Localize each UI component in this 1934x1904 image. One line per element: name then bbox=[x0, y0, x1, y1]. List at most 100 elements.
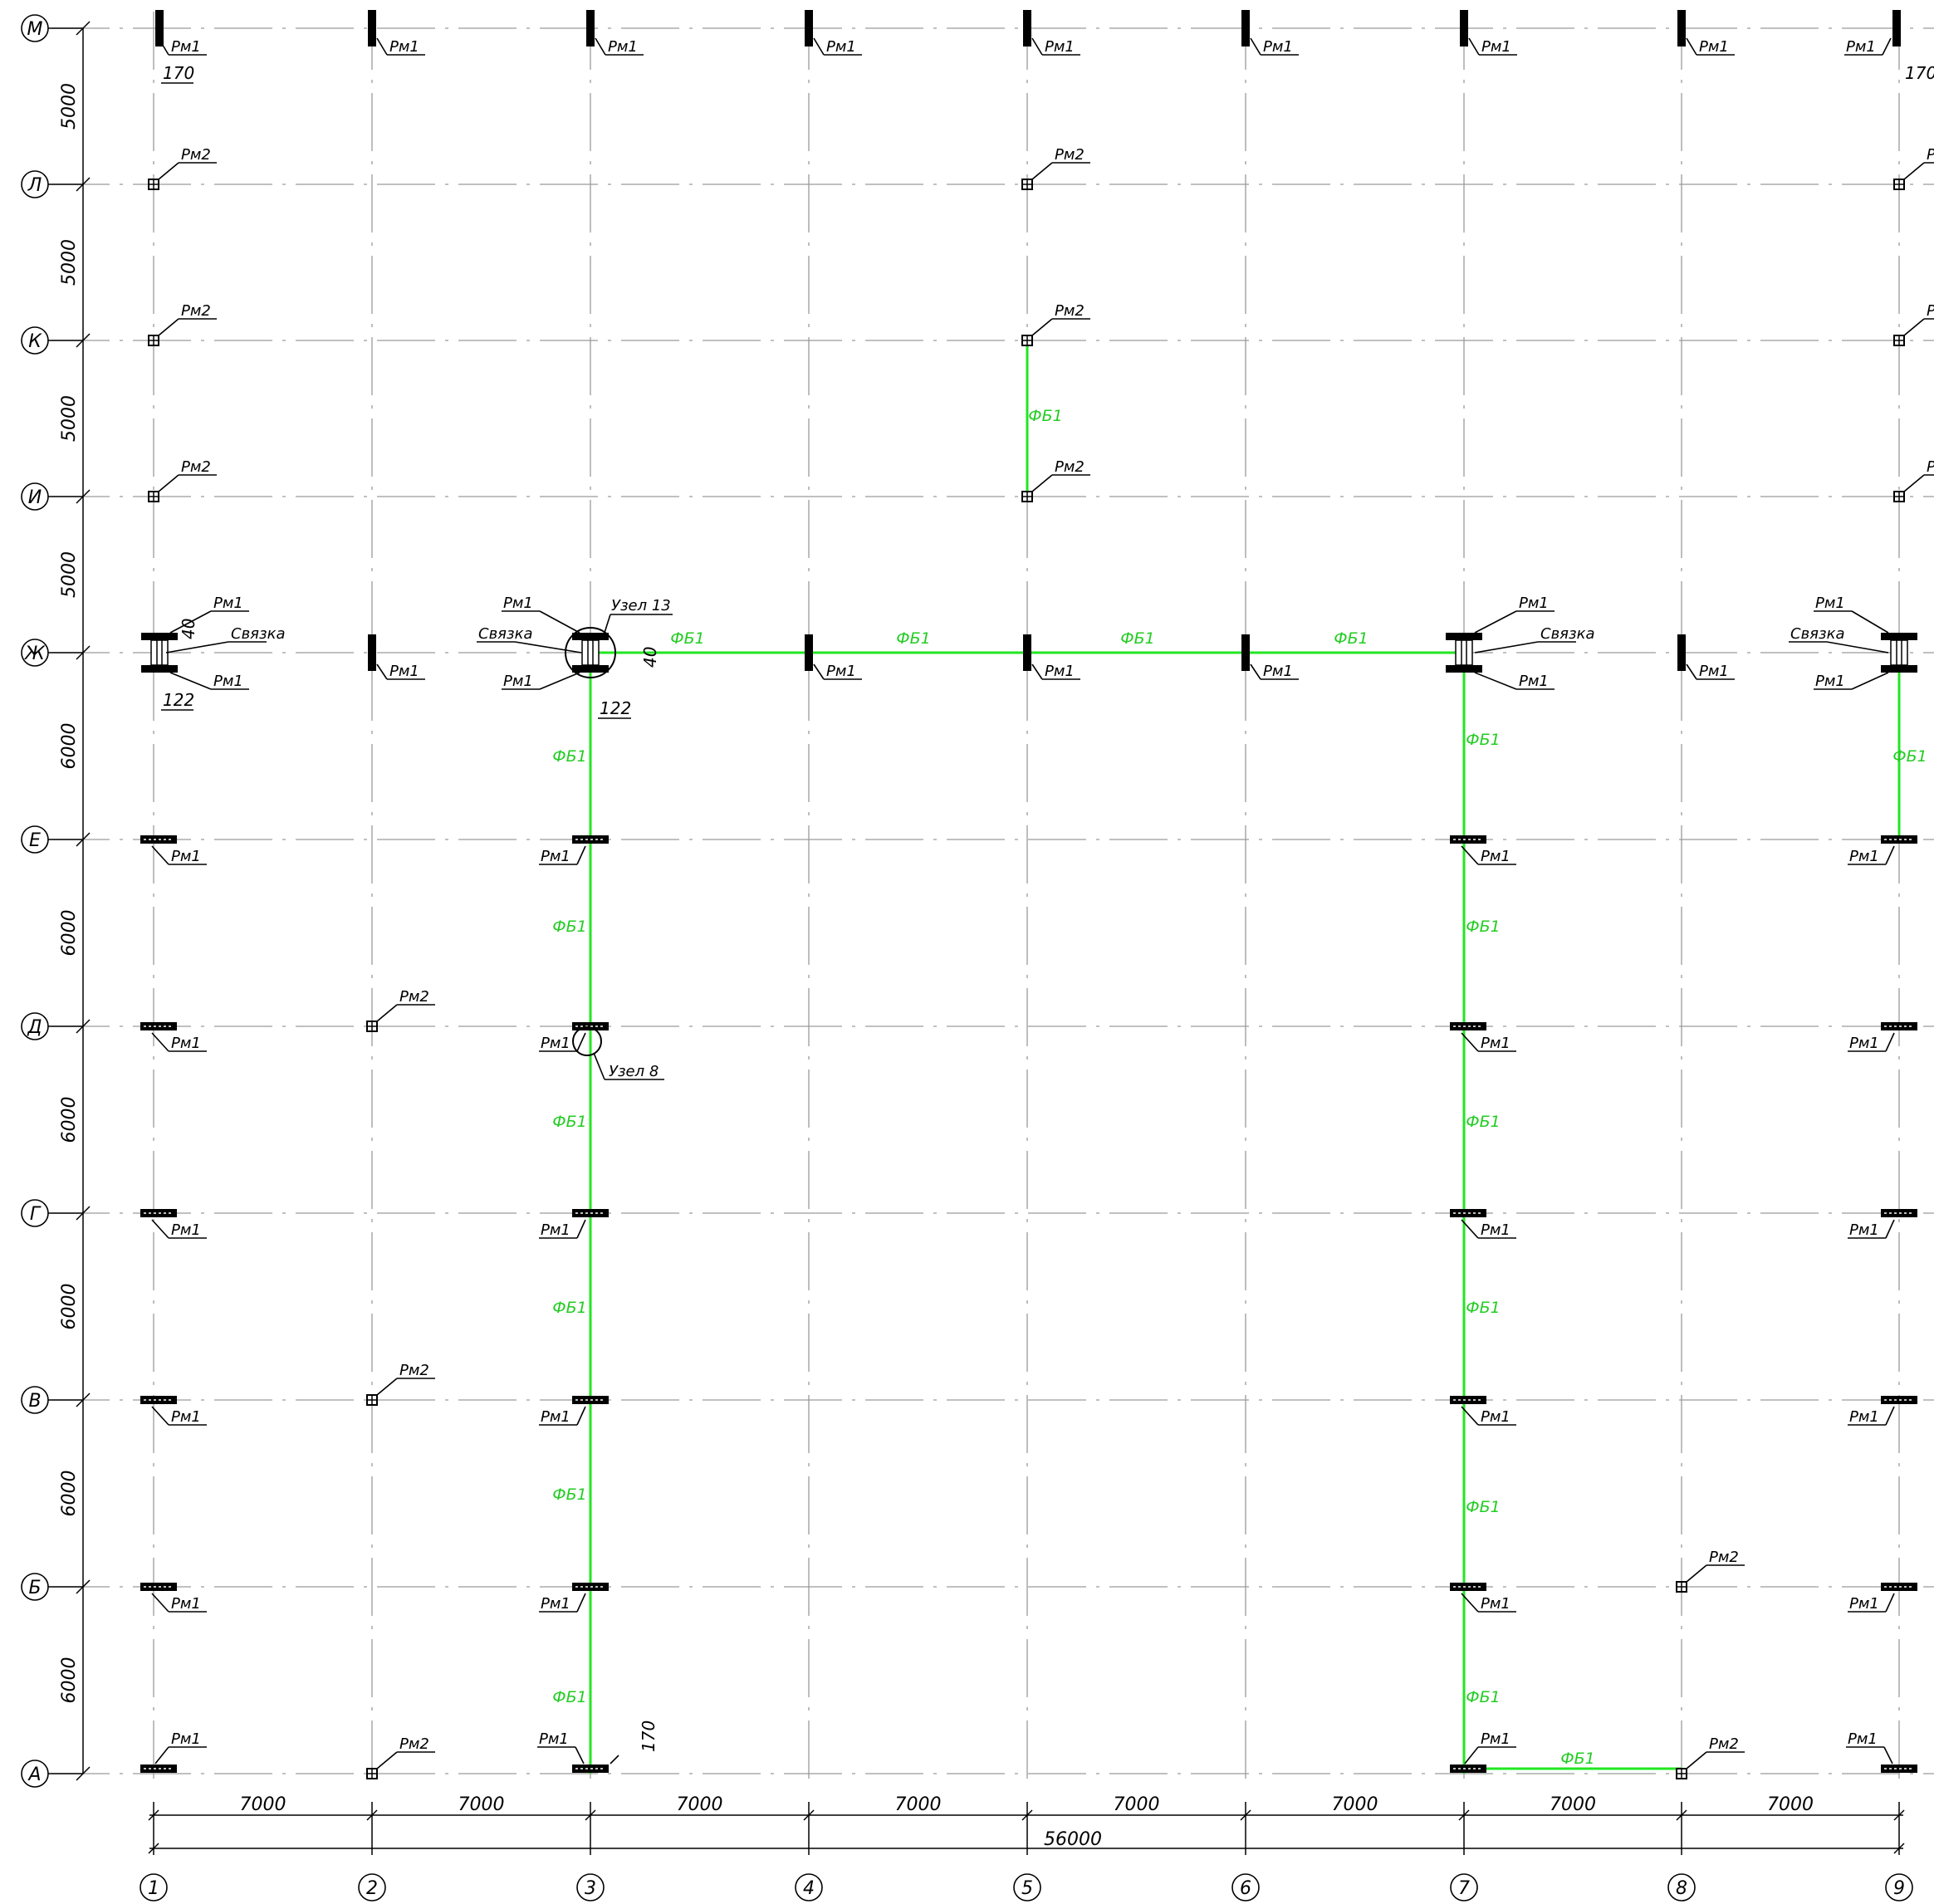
rm1-column bbox=[1460, 10, 1468, 46]
column-mark-label: Рм2 bbox=[181, 302, 211, 320]
vertical-dim-value: 5000 bbox=[59, 239, 80, 286]
label-leader bbox=[376, 37, 388, 56]
column-mark-label: Рм2 bbox=[1709, 1735, 1739, 1753]
col-axis-label: 3 bbox=[585, 1878, 596, 1899]
beam-fb1-label: ФБ1 bbox=[552, 747, 586, 766]
label-leader bbox=[151, 1219, 169, 1239]
horizontal-dim-value: 7000 bbox=[1550, 1794, 1596, 1815]
horizontal-dim-value: 7000 bbox=[895, 1794, 942, 1815]
label-leader bbox=[1903, 474, 1925, 492]
label-leader bbox=[813, 37, 825, 56]
brace-plate bbox=[150, 639, 169, 666]
label-leader bbox=[1686, 1564, 1707, 1583]
column-mark-label: Рм2 bbox=[1055, 302, 1085, 320]
row-axis-bubble bbox=[21, 1012, 49, 1040]
col-axis-label: 9 bbox=[1893, 1878, 1905, 1899]
label-leader bbox=[1031, 474, 1053, 492]
label-leader bbox=[576, 845, 586, 865]
label-leader bbox=[1474, 641, 1539, 653]
label-leader bbox=[595, 37, 606, 56]
label-leader bbox=[1686, 37, 1697, 56]
rm1-column bbox=[1241, 634, 1250, 671]
dim-tick bbox=[1893, 1843, 1905, 1854]
column-mark-label: Рм1 bbox=[826, 38, 856, 56]
rm1-column bbox=[368, 10, 376, 46]
column-mark-label: Рм1 bbox=[1849, 1595, 1879, 1613]
row-axis-bubble bbox=[21, 1760, 49, 1788]
label-leader bbox=[1885, 1032, 1895, 1052]
row-axis-label: К bbox=[28, 331, 42, 352]
label-leader bbox=[376, 1004, 398, 1022]
label-leader bbox=[1031, 37, 1043, 56]
beam-fb1-label: ФБ1 bbox=[670, 629, 704, 648]
label-leader bbox=[1474, 610, 1517, 634]
label-leader bbox=[158, 474, 179, 492]
label-leader bbox=[1851, 610, 1889, 634]
rm1-column bbox=[1446, 665, 1482, 673]
column-mark-label: Рм1 bbox=[541, 1595, 570, 1613]
dim-note-170: 170 bbox=[163, 63, 194, 83]
label-leader bbox=[169, 610, 212, 634]
label-leader bbox=[1461, 1406, 1479, 1426]
row-axis-label: Б bbox=[28, 1578, 41, 1598]
beam-fb1-label: ФБ1 bbox=[552, 1299, 586, 1317]
col-axis-label: 5 bbox=[1021, 1878, 1033, 1899]
column-mark-label: Связка bbox=[478, 625, 532, 643]
column-mark-label: Рм1 bbox=[1263, 663, 1293, 680]
column-mark-label: Рм1 bbox=[1481, 848, 1510, 865]
label-leader bbox=[576, 1219, 586, 1239]
column-mark-label: Связка bbox=[1540, 625, 1594, 643]
label-leader bbox=[169, 672, 212, 690]
dim-tick bbox=[1893, 1809, 1905, 1821]
dim-tick bbox=[148, 1843, 159, 1854]
label-leader bbox=[575, 1746, 585, 1765]
column-mark-label: Рм1 bbox=[171, 1595, 201, 1613]
row-axis-label: А bbox=[27, 1765, 41, 1785]
column-mark-label: Рм2 bbox=[399, 988, 429, 1006]
label-leader bbox=[1885, 845, 1895, 865]
col-axis-label: 6 bbox=[1240, 1878, 1251, 1899]
column-mark-label: Рм1 bbox=[389, 663, 419, 680]
row-axis-bubble bbox=[21, 170, 49, 198]
col-axis-label: 7 bbox=[1458, 1878, 1470, 1899]
brace-plate bbox=[1890, 639, 1908, 666]
dim-note-170: 170 bbox=[1905, 63, 1934, 83]
column-mark-label: Рм2 bbox=[181, 146, 211, 164]
rm1-column bbox=[805, 10, 813, 46]
label-leader bbox=[1474, 672, 1517, 690]
rm1-column bbox=[141, 633, 178, 640]
beam-fb1-label: ФБ1 bbox=[552, 1113, 586, 1131]
beam-fb1-label: ФБ1 bbox=[1892, 747, 1927, 766]
column-mark-label: Рм1 bbox=[1849, 1408, 1879, 1426]
label-leader bbox=[610, 1755, 619, 1765]
label-leader bbox=[576, 1406, 586, 1426]
column-mark-label: Рм1 bbox=[1519, 595, 1549, 612]
column-mark-label: Рм1 bbox=[503, 673, 533, 690]
column-mark-label: Рм1 bbox=[1045, 38, 1075, 56]
label-leader bbox=[1461, 845, 1479, 865]
label-leader bbox=[376, 1751, 398, 1769]
col-axis-bubble bbox=[1013, 1873, 1041, 1902]
rm1-column bbox=[572, 633, 609, 640]
label-leader bbox=[376, 1378, 398, 1396]
column-mark-label: Рм1 bbox=[171, 1035, 201, 1052]
row-axis-label: Е bbox=[29, 830, 41, 851]
row-axis-label: Ж bbox=[23, 644, 46, 664]
column-mark-label: Рм2 bbox=[399, 1362, 429, 1379]
dim-tick bbox=[366, 1809, 378, 1821]
column-mark-label: Рм1 bbox=[541, 848, 570, 865]
label-leader bbox=[576, 1593, 586, 1613]
column-mark-label: Рм1 bbox=[1699, 663, 1729, 680]
axis-bubbles: М Л К И Ж Е Д Г В Б А 1 2 3 4 5 6 7 8 9 bbox=[21, 14, 1913, 1902]
vertical-dim-value: 6000 bbox=[59, 1471, 80, 1517]
label-leader bbox=[1461, 1032, 1479, 1052]
rm1-column bbox=[1881, 633, 1917, 640]
beam-fb1-label: ФБ1 bbox=[1120, 629, 1154, 648]
vertical-dim-value: 6000 bbox=[59, 1284, 80, 1330]
rm1-column bbox=[1446, 633, 1482, 640]
column-mark-label: Рм1 bbox=[171, 38, 201, 56]
label-leader bbox=[151, 1032, 169, 1052]
label-leader bbox=[1882, 37, 1892, 56]
rm1-column bbox=[1881, 665, 1917, 673]
node-8-label: Узел 8 bbox=[609, 1063, 659, 1080]
